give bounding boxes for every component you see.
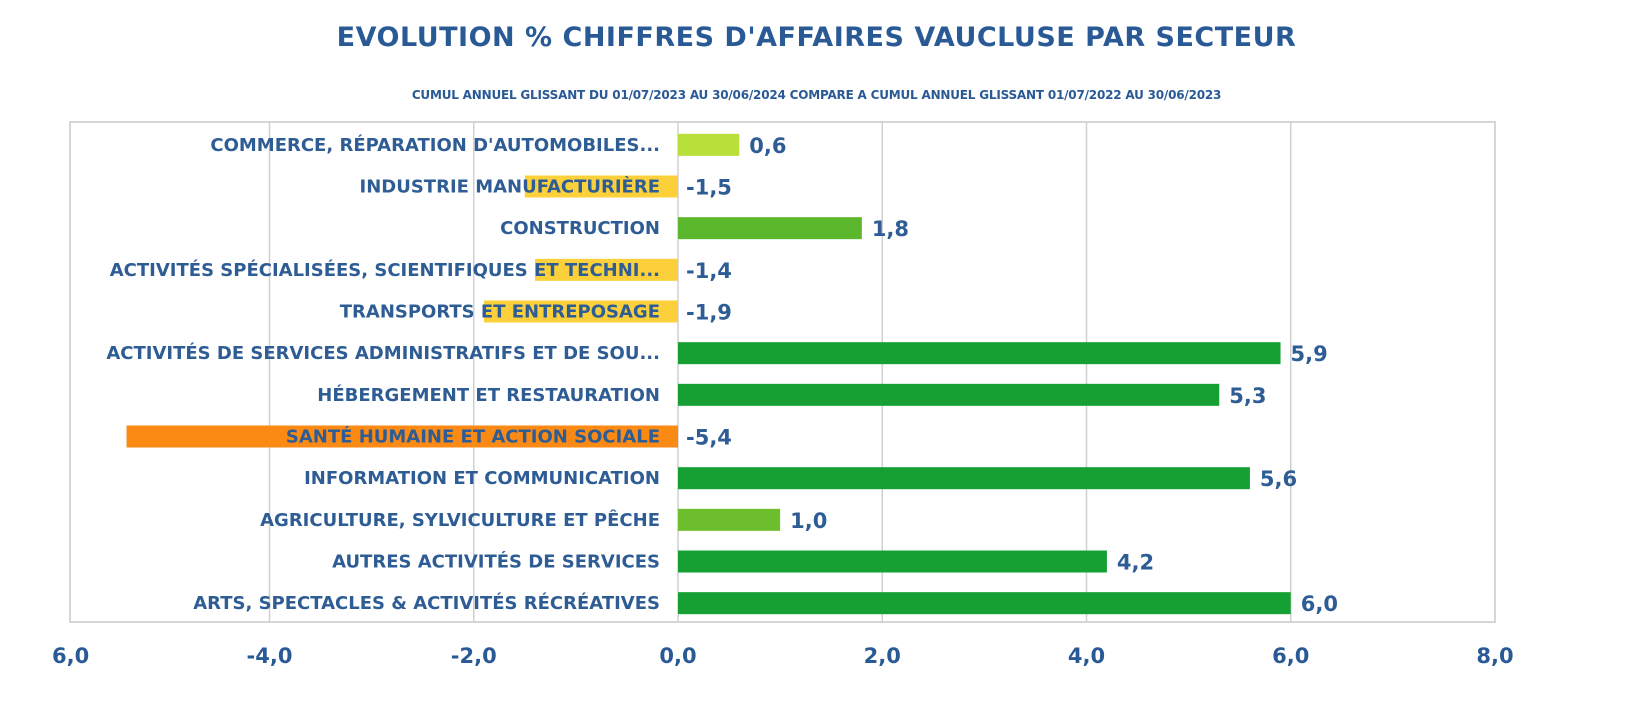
- data-label: 1,0: [790, 509, 827, 533]
- x-tick-label: 0,0: [659, 644, 696, 668]
- data-label: -1,4: [686, 259, 732, 283]
- x-tick-label: 8,0: [1476, 644, 1513, 668]
- category-label: ACTIVITÉS SPÉCIALISÉES, SCIENTIFIQUES ET…: [110, 259, 660, 281]
- bar: [678, 592, 1291, 615]
- data-label: 5,6: [1260, 467, 1297, 491]
- category-label: INDUSTRIE MANUFACTURIÈRE: [360, 176, 660, 198]
- bar: [678, 342, 1281, 365]
- x-tick-label: -2,0: [451, 644, 497, 668]
- bar: [524, 175, 678, 198]
- category-label: ARTS, SPECTACLES & ACTIVITÉS RÉCRÉATIVES: [193, 592, 660, 614]
- bar: [678, 550, 1107, 573]
- x-tick-label: 6,0: [52, 644, 89, 668]
- category-label: SANTÉ HUMAINE ET ACTION SOCIALE: [286, 426, 660, 448]
- bar: [678, 217, 862, 240]
- category-label: HÉBERGEMENT ET RESTAURATION: [317, 384, 660, 406]
- category-label: AGRICULTURE, SYLVICULTURE ET PÊCHE: [260, 509, 660, 531]
- category-label: ACTIVITÉS DE SERVICES ADMINISTRATIFS ET …: [106, 342, 660, 364]
- category-label: COMMERCE, RÉPARATION D'AUTOMOBILES...: [210, 134, 660, 156]
- bar: [678, 133, 740, 156]
- bar: [535, 258, 678, 281]
- data-label: 6,0: [1301, 592, 1338, 616]
- x-tick-label: 6,0: [1272, 644, 1309, 668]
- chart-subtitle: CUMUL ANNUEL GLISSANT DU 01/07/2023 AU 3…: [411, 88, 1222, 102]
- bar: [678, 467, 1250, 490]
- plot-frame: [69, 121, 1496, 623]
- bar: [483, 300, 678, 323]
- data-label: 1,8: [872, 217, 909, 241]
- bar: [678, 508, 781, 531]
- bar: [126, 425, 678, 448]
- data-label: -1,5: [686, 176, 732, 200]
- category-label: TRANSPORTS ET ENTREPOSAGE: [340, 302, 660, 323]
- x-tick-label: 4,0: [1068, 644, 1105, 668]
- category-label: INFORMATION ET COMMUNICATION: [304, 468, 660, 489]
- x-tick-label: -4,0: [247, 644, 293, 668]
- data-label: 0,6: [749, 134, 786, 158]
- category-label: AUTRES ACTIVITÉS DE SERVICES: [332, 551, 660, 573]
- x-tick-label: 2,0: [864, 644, 901, 668]
- data-label: 5,3: [1229, 384, 1266, 408]
- category-label: CONSTRUCTION: [500, 218, 660, 239]
- bar: [678, 383, 1220, 406]
- chart-title: EVOLUTION % CHIFFRES D'AFFAIRES VAUCLUSE…: [336, 22, 1297, 53]
- data-label: -5,4: [686, 426, 732, 450]
- data-label: 4,2: [1117, 551, 1154, 575]
- data-label: 5,9: [1291, 342, 1328, 366]
- data-label: -1,9: [686, 301, 732, 325]
